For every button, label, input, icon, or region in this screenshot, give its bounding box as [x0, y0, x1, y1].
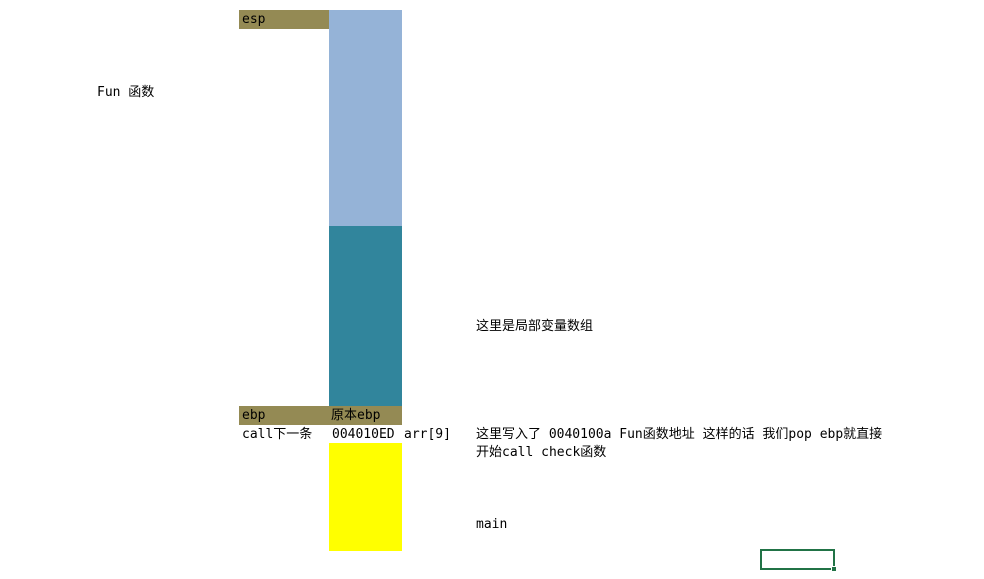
fill-handle[interactable]: [831, 566, 837, 572]
return-address-value: 004010ED: [332, 427, 395, 442]
ebp-label-cell[interactable]: ebp: [239, 406, 329, 425]
call-next-label: call下一条: [242, 427, 313, 442]
esp-label-cell[interactable]: esp: [239, 10, 329, 29]
stack-local-array-region[interactable]: [329, 226, 402, 406]
main-label: main: [476, 517, 508, 532]
active-cell-selection[interactable]: [760, 549, 835, 570]
original-ebp-cell[interactable]: 原本ebp: [329, 406, 402, 425]
overwrite-note-line2: 开始call check函数: [476, 445, 607, 460]
overwrite-note-line1: 这里写入了 0040100a Fun函数地址 这样的话 我们pop ebp就直接: [476, 427, 883, 442]
stack-main-region[interactable]: [329, 443, 402, 551]
arr-index-label: arr[9]: [404, 427, 451, 442]
fun-function-label: Fun 函数: [97, 85, 155, 100]
stack-free-region[interactable]: [329, 10, 402, 226]
local-array-note: 这里是局部变量数组: [476, 319, 594, 334]
